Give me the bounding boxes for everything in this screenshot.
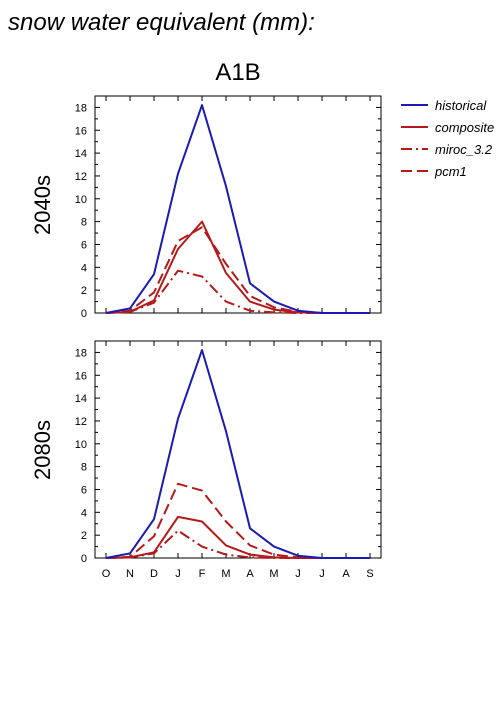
series-line-pcm1 (105, 482, 370, 559)
legend: historical composite miroc_3.2 pcm1 (401, 98, 494, 179)
y-tick-label: 12 (75, 416, 87, 428)
x-tick-label: M (269, 568, 278, 580)
x-tick-label: F (199, 568, 206, 580)
legend-label: pcm1 (434, 164, 467, 179)
x-tick-label: D (150, 568, 158, 580)
y-tick-label: 2 (81, 285, 87, 297)
y-tick-label: 0 (81, 308, 87, 320)
series-line-composite (105, 515, 370, 559)
y-tick-label: 8 (81, 217, 87, 229)
y-tick-label: 4 (81, 507, 87, 519)
x-tick-label: N (126, 568, 134, 580)
series-line-historical (105, 349, 370, 559)
panel-2040s: 0 2 4 6 8 10 12 14 16 18 2040s (30, 95, 382, 320)
plot-frame (94, 95, 382, 314)
y-tick-label: 4 (81, 262, 87, 274)
x-tick-label: A (246, 568, 254, 580)
scenario-title: A1B (215, 59, 260, 86)
y-tick-label: 0 (81, 553, 87, 565)
y-tick-label: 6 (81, 239, 87, 251)
y-tick-label: 16 (75, 370, 87, 382)
legend-label: composite (435, 120, 494, 135)
y-tick-label: 10 (75, 194, 87, 206)
x-tick-label: O (102, 568, 111, 580)
x-tick-label: A (342, 568, 350, 580)
x-tick-label: M (221, 568, 230, 580)
y-tick-label: 16 (75, 125, 87, 137)
series-line-pcm1 (105, 226, 370, 314)
panel-row-label: 2080s (30, 420, 55, 480)
x-tick-label: J (319, 568, 325, 580)
panel-row-label: 2040s (30, 175, 55, 235)
legend-label: historical (435, 98, 487, 113)
y-tick-label: 6 (81, 484, 87, 496)
series-line-historical (105, 104, 370, 314)
y-tick-label: 18 (75, 102, 87, 114)
y-tick-label: 12 (75, 171, 87, 183)
panels: 0 2 4 6 8 10 12 14 16 18 2040s 0 2 4 6 8 10 12 14 16 18 O N D J F… (30, 95, 382, 580)
y-tick-label: 14 (75, 393, 87, 405)
legend-label: miroc_3.2 (435, 142, 493, 157)
panel-2080s: 0 2 4 6 8 10 12 14 16 18 O N D J F M A M J J A S 2080s (30, 340, 382, 580)
y-tick-label: 2 (81, 530, 87, 542)
y-tick-label: 8 (81, 462, 87, 474)
x-tick-label: J (175, 568, 181, 580)
y-tick-label: 14 (75, 148, 87, 160)
y-tick-label: 10 (75, 439, 87, 451)
plot-frame (94, 340, 382, 559)
x-tick-label: S (366, 568, 373, 580)
y-tick-label: 18 (75, 347, 87, 359)
series-line-miroc-3-2 (105, 269, 370, 314)
figure-title: snow water equivalent (mm): (8, 9, 315, 36)
x-tick-label: J (295, 568, 301, 580)
